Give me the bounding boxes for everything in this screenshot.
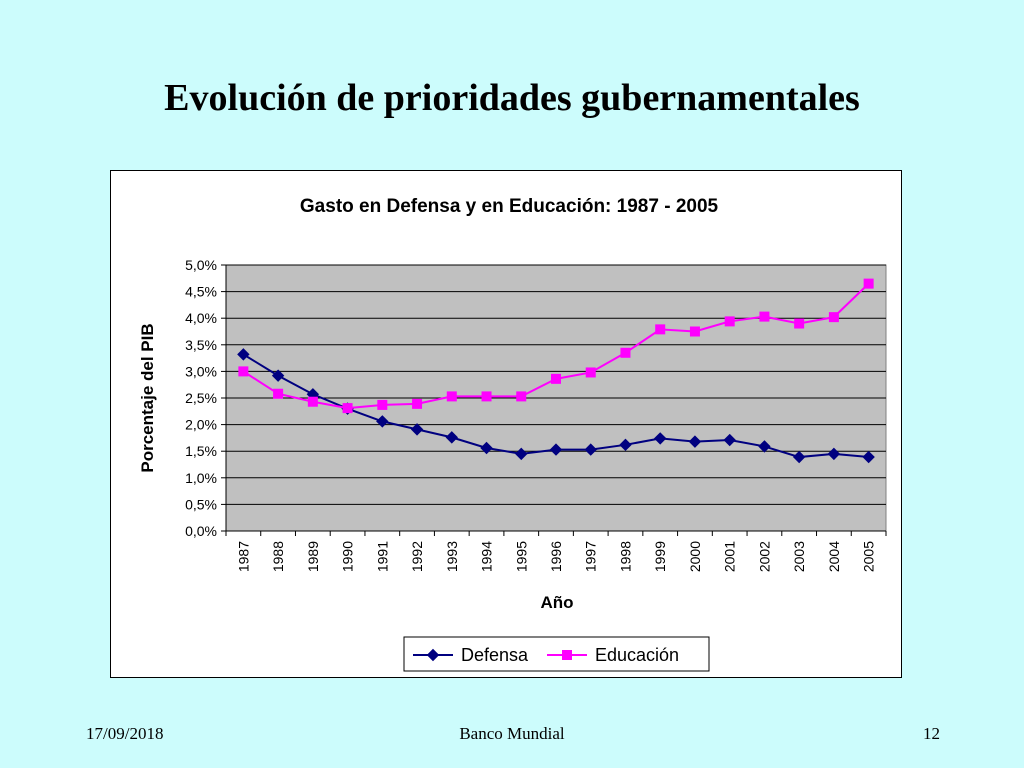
data-point — [794, 318, 805, 329]
y-tick-label: 2,0% — [185, 417, 217, 433]
chart-container: Gasto en Defensa y en Educación: 1987 - … — [110, 170, 902, 678]
data-point — [759, 311, 770, 322]
data-point — [480, 441, 493, 455]
legend-item-educacion: Educación — [547, 645, 679, 665]
x-tick-label: 1993 — [444, 541, 460, 572]
y-axis: 0,0% 0,5% 1,0% 1,5% 2,0% 2,5% 3,0% 3,5% 4,0% 4,5%… — [185, 257, 227, 539]
grid-lines — [226, 264, 886, 505]
data-point — [654, 432, 667, 445]
x-tick-label: 2004 — [826, 541, 842, 572]
x-axis: 1987 1988 1989 1990 1991 1992 1993 1994 1995 1996… — [225, 530, 887, 572]
data-point — [688, 435, 702, 448]
series-layer — [237, 278, 875, 464]
y-tick-label: 4,0% — [185, 310, 217, 326]
data-point — [515, 447, 528, 461]
data-point — [238, 366, 249, 377]
legend: Defensa Educación — [403, 636, 710, 672]
data-point — [724, 316, 735, 327]
y-tick-label: 1,0% — [185, 470, 217, 486]
data-point — [445, 431, 458, 444]
data-point — [828, 312, 839, 323]
data-point — [584, 443, 597, 456]
data-point — [863, 278, 874, 289]
x-tick-label: 2005 — [861, 541, 877, 572]
data-point — [619, 438, 632, 452]
x-tick-label: 1991 — [374, 541, 390, 572]
x-tick-label: 2001 — [722, 541, 738, 572]
legend-item-defensa: Defensa — [413, 645, 529, 665]
data-point — [271, 369, 285, 382]
footer-page-number: 12 — [923, 724, 940, 743]
data-point — [481, 391, 492, 402]
data-point — [827, 447, 841, 461]
legend-label: Defensa — [461, 645, 529, 665]
data-point — [620, 347, 631, 358]
footer-date: 17/09/2018 — [86, 724, 164, 743]
x-tick-label: 1987 — [235, 541, 251, 572]
x-tick-label: 1996 — [548, 541, 564, 572]
x-tick-label: 1994 — [479, 541, 495, 572]
x-tick-label: 1990 — [340, 541, 356, 572]
y-tick-label: 0,5% — [185, 496, 217, 512]
x-tick-label: 2000 — [687, 541, 703, 572]
legend-label: Educación — [595, 645, 679, 665]
data-point — [723, 433, 736, 447]
y-tick-label: 3,5% — [185, 337, 217, 353]
footer-source: Banco Mundial — [459, 724, 565, 743]
data-point — [758, 440, 771, 453]
data-point — [377, 399, 388, 410]
x-tick-label: 2003 — [791, 541, 807, 572]
x-axis-title: Año — [540, 593, 573, 612]
y-tick-label: 0,0% — [185, 523, 217, 539]
y-axis-title: Porcentaje del PIB — [138, 323, 157, 472]
data-point — [307, 396, 318, 407]
data-point — [792, 450, 806, 464]
x-tick-label: 1998 — [617, 541, 633, 572]
data-point — [549, 443, 563, 456]
slide-title: Evolución de prioridades gubernamentales — [164, 77, 860, 119]
x-tick-label: 1992 — [409, 541, 425, 572]
data-point — [655, 324, 666, 335]
data-point — [862, 450, 875, 464]
series-educacion — [238, 278, 874, 414]
data-point — [412, 398, 423, 409]
data-point — [376, 415, 389, 428]
data-point — [446, 391, 457, 402]
x-tick-label: 1989 — [305, 541, 321, 572]
x-tick-label: 2002 — [756, 541, 772, 572]
y-tick-label: 1,5% — [185, 443, 217, 459]
chart-title: Gasto en Defensa y en Educación: 1987 - … — [300, 196, 719, 217]
x-tick-label: 1999 — [652, 541, 668, 572]
data-point — [585, 367, 596, 378]
data-point — [410, 423, 424, 436]
legend-marker — [426, 648, 440, 662]
x-tick-label: 1997 — [583, 541, 599, 572]
y-tick-label: 5,0% — [185, 257, 217, 273]
data-point — [516, 391, 527, 402]
data-point — [342, 403, 353, 414]
data-point — [273, 388, 284, 399]
y-tick-label: 2,5% — [185, 390, 217, 406]
y-tick-label: 4,5% — [185, 284, 217, 300]
y-tick-label: 3,0% — [185, 363, 217, 379]
data-point — [237, 348, 250, 361]
legend-marker — [562, 650, 572, 660]
x-tick-label: 1988 — [270, 541, 286, 572]
line-chart: Gasto en Defensa y en Educación: 1987 - … — [138, 196, 887, 672]
data-point — [551, 373, 561, 384]
x-tick-label: 1995 — [513, 541, 529, 572]
data-point — [689, 326, 700, 337]
